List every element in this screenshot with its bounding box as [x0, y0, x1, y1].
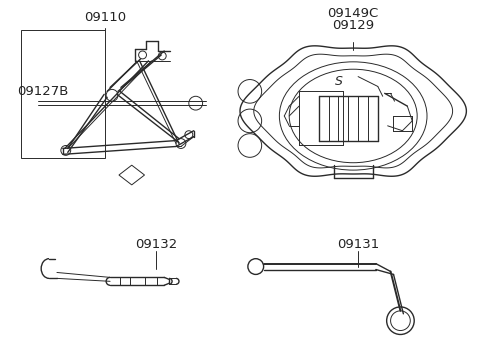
Text: S: S	[335, 75, 342, 88]
Text: 09149C: 09149C	[327, 7, 379, 20]
Text: 09131: 09131	[337, 238, 379, 251]
Text: 09132: 09132	[135, 238, 178, 251]
Bar	[22, 30, 105, 158]
Text: 09129: 09129	[332, 19, 374, 32]
Text: 09110: 09110	[84, 11, 126, 24]
Text: 09127B: 09127B	[18, 85, 69, 98]
